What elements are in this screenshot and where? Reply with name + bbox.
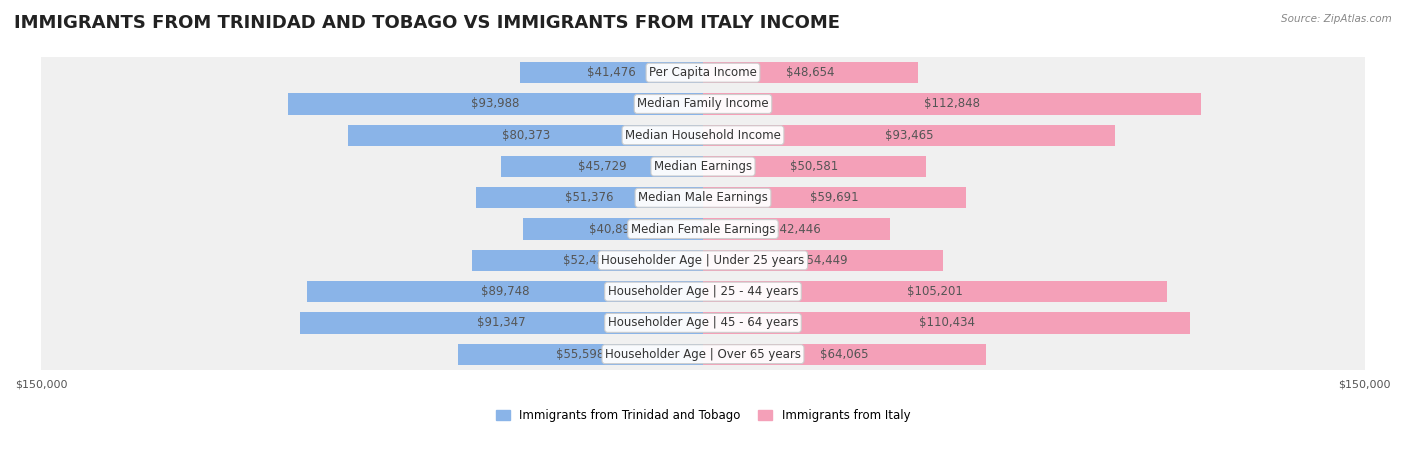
Legend: Immigrants from Trinidad and Tobago, Immigrants from Italy: Immigrants from Trinidad and Tobago, Imm… [491,404,915,426]
Bar [523,219,703,240]
Bar [307,281,703,302]
Text: $51,376: $51,376 [565,191,614,204]
Bar [41,213,1365,245]
Bar [477,187,703,208]
Text: $52,437: $52,437 [562,254,612,267]
Bar [41,245,1365,276]
Text: $93,465: $93,465 [884,129,934,142]
Text: $50,581: $50,581 [790,160,839,173]
Text: Householder Age | Under 25 years: Householder Age | Under 25 years [602,254,804,267]
Bar [41,120,1365,151]
Text: Median Female Earnings: Median Female Earnings [631,223,775,235]
Text: $54,449: $54,449 [799,254,848,267]
Text: $55,598: $55,598 [557,347,605,361]
Bar [471,250,703,271]
Bar [703,344,986,365]
Bar [703,281,1167,302]
Bar [41,57,1365,88]
Text: $41,476: $41,476 [588,66,636,79]
Bar [288,93,703,114]
Text: Median Male Earnings: Median Male Earnings [638,191,768,204]
Text: Median Earnings: Median Earnings [654,160,752,173]
Text: $80,373: $80,373 [502,129,550,142]
Text: $40,895: $40,895 [589,223,637,235]
Text: $42,446: $42,446 [772,223,821,235]
Bar [703,156,927,177]
Bar [703,250,943,271]
Bar [703,187,966,208]
Text: $105,201: $105,201 [907,285,963,298]
Text: $110,434: $110,434 [918,316,974,329]
Text: Householder Age | 25 - 44 years: Householder Age | 25 - 44 years [607,285,799,298]
Text: $93,988: $93,988 [471,98,520,111]
Bar [502,156,703,177]
Bar [703,62,918,83]
Text: $64,065: $64,065 [820,347,869,361]
Text: $48,654: $48,654 [786,66,835,79]
Bar [703,219,890,240]
Bar [703,93,1201,114]
Text: Householder Age | 45 - 64 years: Householder Age | 45 - 64 years [607,316,799,329]
Bar [41,339,1365,370]
Text: $91,347: $91,347 [477,316,526,329]
Bar [41,88,1365,120]
Text: Householder Age | Over 65 years: Householder Age | Over 65 years [605,347,801,361]
Text: Median Household Income: Median Household Income [626,129,780,142]
Bar [458,344,703,365]
Bar [349,125,703,146]
Text: $45,729: $45,729 [578,160,627,173]
Text: $112,848: $112,848 [924,98,980,111]
Text: Median Family Income: Median Family Income [637,98,769,111]
Bar [41,182,1365,213]
Text: $59,691: $59,691 [810,191,859,204]
Bar [520,62,703,83]
Text: Per Capita Income: Per Capita Income [650,66,756,79]
Bar [41,151,1365,182]
Bar [41,276,1365,307]
Bar [299,312,703,333]
Bar [41,307,1365,339]
Bar [703,125,1115,146]
Text: IMMIGRANTS FROM TRINIDAD AND TOBAGO VS IMMIGRANTS FROM ITALY INCOME: IMMIGRANTS FROM TRINIDAD AND TOBAGO VS I… [14,14,839,32]
Text: $89,748: $89,748 [481,285,529,298]
Text: Source: ZipAtlas.com: Source: ZipAtlas.com [1281,14,1392,24]
Bar [703,312,1191,333]
